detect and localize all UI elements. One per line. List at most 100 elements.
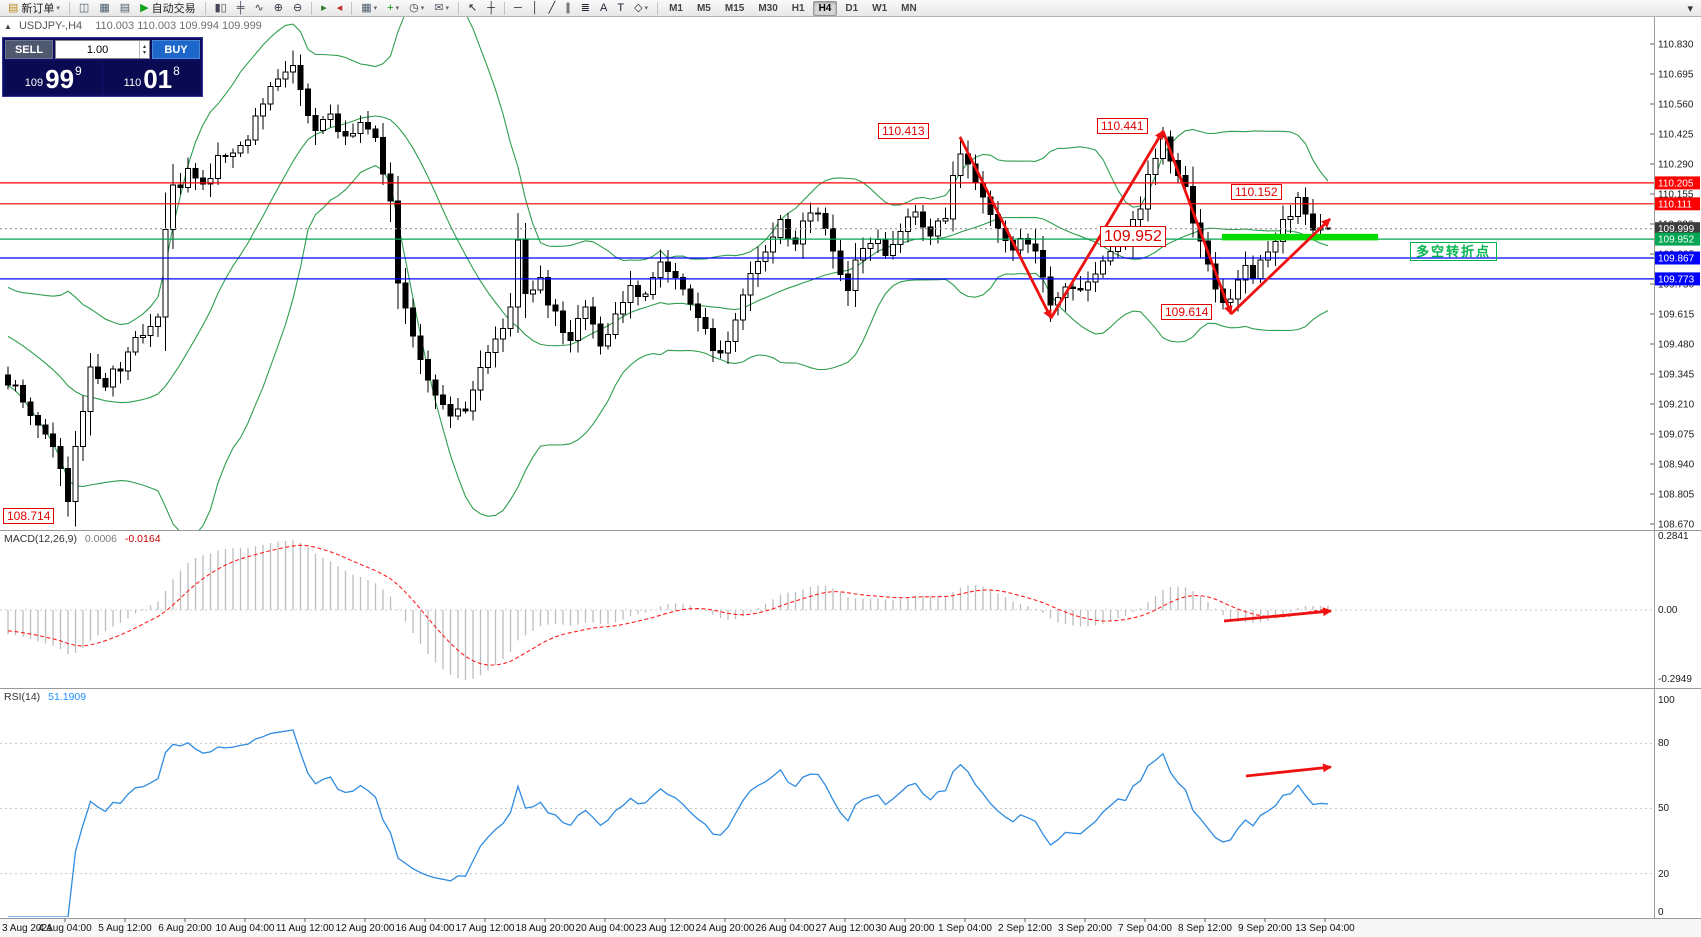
- new-order-button[interactable]: ▤ 新订单 ▾: [4, 1, 64, 16]
- bar-chart-icon-glyph: ▮▯: [214, 1, 227, 14]
- toolbar-separator: [68, 1, 70, 15]
- rsi-trend-arrow[interactable]: [1245, 763, 1332, 778]
- macd-scale-label: -0.2949: [1658, 674, 1692, 685]
- time-axis-label: 6 Aug 20:00: [158, 923, 212, 934]
- cascade-windows-icon[interactable]: ▤: [116, 1, 134, 16]
- trendline-icon[interactable]: ╱: [545, 1, 560, 16]
- price-callout-108.714[interactable]: 108.714: [3, 508, 55, 524]
- indicators-button[interactable]: + ▾: [383, 1, 403, 16]
- arrows-icon-dropdown-icon[interactable]: ▾: [644, 5, 649, 12]
- timeframe-h1[interactable]: H1: [791, 2, 805, 14]
- timeframe-h4[interactable]: H4: [812, 0, 838, 16]
- vertical-line-icon[interactable]: │: [528, 1, 543, 16]
- text-icon[interactable]: A: [596, 1, 611, 16]
- time-axis-label: 8 Sep 12:00: [1178, 923, 1232, 934]
- time-axis-label: 27 Aug 12:00: [816, 923, 875, 934]
- chart-shift-icon[interactable]: ◂: [333, 1, 347, 16]
- chart-window-icon[interactable]: ◫: [75, 1, 93, 16]
- trend-arrow[interactable]: [1230, 217, 1331, 316]
- turning-point-label[interactable]: 多空转折点: [1410, 242, 1498, 261]
- toolbar-separator: [311, 1, 313, 15]
- templates-icon-dropdown-icon[interactable]: ▾: [445, 5, 449, 12]
- macd-trend-arrow[interactable]: [1223, 607, 1332, 623]
- macd-name: MACD(12,26,9): [4, 533, 77, 545]
- price-callout-109.614[interactable]: 109.614: [1161, 304, 1213, 320]
- volume-up-icon[interactable]: ▴: [143, 43, 147, 50]
- trendline-icon-glyph: ╱: [548, 1, 556, 14]
- price-axis-tick: 108.940: [1658, 460, 1695, 471]
- autotrading-button-glyph: ▶: [140, 1, 149, 14]
- macd-histogram: [7, 540, 1329, 680]
- tile-windows-icon[interactable]: ▦: [95, 1, 113, 16]
- collapse-chart-icon[interactable]: ▲: [4, 22, 12, 31]
- timeframe-d1[interactable]: D1: [845, 2, 859, 14]
- candlestick-chart-icon[interactable]: ╪: [233, 1, 249, 16]
- crosshair-icon[interactable]: ┼: [483, 1, 499, 16]
- time-axis-label: 3 Aug 2021: [2, 923, 53, 934]
- price-callout-110.152[interactable]: 110.152: [1231, 184, 1282, 200]
- timeframe-m5[interactable]: M5: [696, 2, 711, 14]
- arrows-icon-glyph: ◇: [634, 1, 643, 14]
- time-axis-label: 13 Sep 04:00: [1295, 923, 1355, 934]
- time-axis-label: 3 Sep 20:00: [1058, 923, 1112, 934]
- templates-icon[interactable]: ✉ ▾: [430, 1, 453, 16]
- periods-icon[interactable]: ◷ ▾: [405, 1, 428, 16]
- new-order-button-label: 新订单: [21, 3, 55, 15]
- volume-input[interactable]: [56, 41, 140, 58]
- trend-arrows[interactable]: [958, 130, 1332, 778]
- rsi-scale-label: 50: [1658, 803, 1670, 814]
- trend-arrow[interactable]: [1049, 130, 1165, 319]
- zoom-out-icon[interactable]: ⊖: [289, 1, 306, 16]
- autotrading-button-label: 自动交易: [151, 3, 196, 15]
- line-chart-icon[interactable]: ∿: [251, 1, 268, 16]
- volume-spinner[interactable]: ▴ ▾: [139, 41, 149, 58]
- periods-icon-dropdown-icon[interactable]: ▾: [420, 5, 425, 12]
- horizontal-line-icon[interactable]: ─: [510, 1, 526, 16]
- channel-icon[interactable]: ∥: [561, 1, 575, 16]
- cursor-icon[interactable]: ↖: [464, 1, 481, 16]
- bar-chart-icon[interactable]: ▮▯: [211, 1, 231, 16]
- price-callout-110.413[interactable]: 110.413: [878, 123, 929, 139]
- volume-down-icon[interactable]: ▾: [143, 49, 147, 56]
- time-axis-label: 24 Aug 20:00: [696, 923, 755, 934]
- zoom-in-icon[interactable]: ⊕: [270, 1, 287, 16]
- rsi-scale-label: 20: [1658, 869, 1670, 880]
- arrows-icon[interactable]: ◇ ▾: [630, 1, 652, 16]
- trend-arrow[interactable]: [1161, 130, 1233, 315]
- sell-button[interactable]: SELL: [5, 40, 53, 59]
- autotrading-button[interactable]: ▶ 自动交易: [136, 1, 199, 16]
- fibonacci-icon[interactable]: ≣: [577, 1, 594, 16]
- auto-scroll-icon-glyph: ▸: [321, 1, 327, 14]
- text-label-icon[interactable]: T: [613, 1, 628, 16]
- bid-price-display[interactable]: 109 99 9: [5, 61, 102, 94]
- price-callout-109.952[interactable]: 109.952: [1100, 226, 1166, 247]
- bid-pips: 99: [45, 64, 75, 94]
- new-order-button-dropdown-icon[interactable]: ▾: [56, 5, 60, 12]
- timeframe-mn[interactable]: MN: [901, 2, 917, 14]
- rsi-label: RSI(14) 51.1909: [4, 691, 86, 703]
- new-chart-icon-dropdown-icon[interactable]: ▾: [373, 5, 378, 12]
- price-callout-110.441[interactable]: 110.441: [1097, 118, 1148, 134]
- auto-scroll-icon[interactable]: ▸: [317, 1, 331, 16]
- buy-button[interactable]: BUY: [152, 40, 200, 59]
- timeframe-m30[interactable]: M30: [758, 2, 778, 14]
- price-axis-tick: 110.290: [1658, 160, 1694, 171]
- price-tag-text: 109.867: [1658, 254, 1695, 265]
- line-chart-icon-glyph: ∿: [254, 1, 264, 14]
- timeframe-m1[interactable]: M1: [669, 2, 683, 14]
- new-chart-icon-glyph: ▦: [361, 1, 372, 14]
- timeframe-w1[interactable]: W1: [872, 2, 888, 14]
- timeframe-m15[interactable]: M15: [724, 2, 745, 14]
- price-axis[interactable]: 110.830 110.695 110.560 110.425 110.290 110.1…: [1650, 40, 1700, 919]
- toolbar-options-icon[interactable]: ▾: [1687, 2, 1693, 15]
- ask-price-display[interactable]: 110 01 8: [103, 61, 200, 94]
- new-chart-icon[interactable]: ▦ ▾: [357, 1, 381, 16]
- trend-arrow[interactable]: [958, 136, 1053, 319]
- indicators-button-glyph: +: [387, 1, 394, 14]
- ask-point: 8: [173, 64, 180, 78]
- horizontal-line-icon-glyph: ─: [513, 1, 522, 14]
- indicators-button-dropdown-icon[interactable]: ▾: [395, 5, 400, 12]
